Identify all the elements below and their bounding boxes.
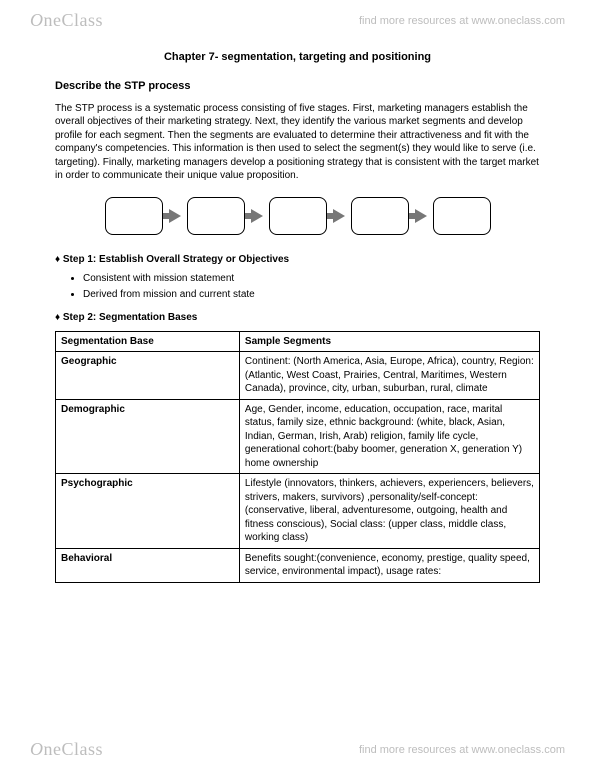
process-flow-diagram xyxy=(55,197,540,235)
step1-bullets: Consistent with mission statement Derive… xyxy=(55,272,540,301)
step1-heading: ♦ Step 1: Establish Overall Strategy or … xyxy=(55,253,540,267)
list-item: Consistent with mission statement xyxy=(83,272,540,286)
table-cell: Geographic xyxy=(56,352,240,400)
brand-logo-text: neClass xyxy=(44,10,104,30)
column-header: Sample Segments xyxy=(239,331,539,352)
flow-box xyxy=(187,197,245,235)
footer-tagline: find more resources at www.oneclass.com xyxy=(359,744,565,756)
arrow-right-icon xyxy=(251,209,263,223)
chapter-title: Chapter 7- segmentation, targeting and p… xyxy=(55,50,540,65)
arrow-right-icon xyxy=(415,209,427,223)
flow-box xyxy=(433,197,491,235)
brand-logo-text: neClass xyxy=(44,739,104,759)
brand-logo: OneClass xyxy=(30,739,103,760)
header-watermark: OneClass find more resources at www.onec… xyxy=(0,0,595,41)
table-cell: Behavioral xyxy=(56,548,240,582)
document-page: Chapter 7- segmentation, targeting and p… xyxy=(0,0,595,623)
stp-paragraph: The STP process is a systematic process … xyxy=(55,102,540,183)
table-cell: Continent: (North America, Asia, Europe,… xyxy=(239,352,539,400)
flow-box xyxy=(351,197,409,235)
column-header: Segmentation Base xyxy=(56,331,240,352)
section-heading-stp: Describe the STP process xyxy=(55,79,540,94)
arrow-right-icon xyxy=(333,209,345,223)
list-item: Derived from mission and current state xyxy=(83,288,540,302)
segmentation-table: Segmentation Base Sample Segments Geogra… xyxy=(55,331,540,583)
table-cell: Lifestyle (innovators, thinkers, achieve… xyxy=(239,474,539,549)
table-row: Behavioral Benefits sought:(convenience,… xyxy=(56,548,540,582)
header-tagline: find more resources at www.oneclass.com xyxy=(359,15,565,27)
table-cell: Demographic xyxy=(56,399,240,474)
table-cell: Age, Gender, income, education, occupati… xyxy=(239,399,539,474)
table-row: Psychographic Lifestyle (innovators, thi… xyxy=(56,474,540,549)
table-row: Demographic Age, Gender, income, educati… xyxy=(56,399,540,474)
table-row: Geographic Continent: (North America, As… xyxy=(56,352,540,400)
flow-box xyxy=(269,197,327,235)
arrow-right-icon xyxy=(169,209,181,223)
table-header-row: Segmentation Base Sample Segments xyxy=(56,331,540,352)
brand-logo: OneClass xyxy=(30,10,103,31)
flow-box xyxy=(105,197,163,235)
table-cell: Benefits sought:(convenience, economy, p… xyxy=(239,548,539,582)
step2-heading: ♦ Step 2: Segmentation Bases xyxy=(55,311,540,325)
footer-watermark: OneClass find more resources at www.onec… xyxy=(0,729,595,770)
table-cell: Psychographic xyxy=(56,474,240,549)
